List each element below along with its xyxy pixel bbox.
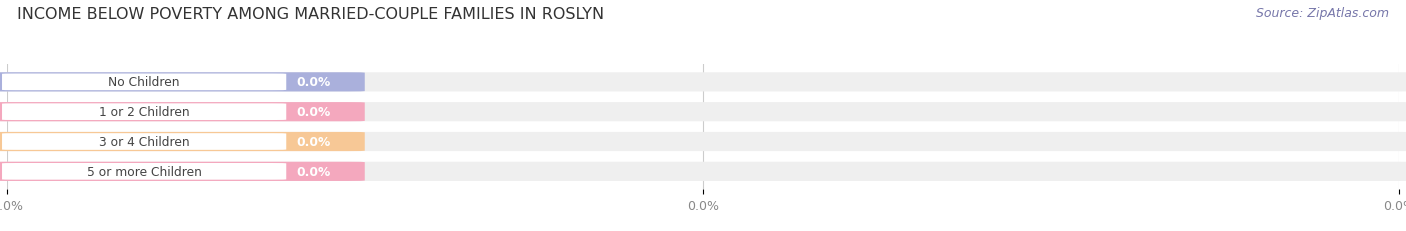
- FancyBboxPatch shape: [0, 103, 364, 122]
- Text: 0.0%: 0.0%: [297, 106, 330, 119]
- FancyBboxPatch shape: [0, 132, 364, 152]
- FancyBboxPatch shape: [1, 74, 287, 91]
- Text: 5 or more Children: 5 or more Children: [87, 165, 201, 178]
- FancyBboxPatch shape: [1, 104, 287, 121]
- Text: 1 or 2 Children: 1 or 2 Children: [98, 106, 190, 119]
- Text: 0.0%: 0.0%: [297, 76, 330, 89]
- FancyBboxPatch shape: [0, 162, 364, 181]
- FancyBboxPatch shape: [1, 163, 287, 180]
- Text: Source: ZipAtlas.com: Source: ZipAtlas.com: [1256, 7, 1389, 20]
- Text: 0.0%: 0.0%: [297, 165, 330, 178]
- FancyBboxPatch shape: [0, 73, 364, 92]
- Text: INCOME BELOW POVERTY AMONG MARRIED-COUPLE FAMILIES IN ROSLYN: INCOME BELOW POVERTY AMONG MARRIED-COUPL…: [17, 7, 605, 22]
- FancyBboxPatch shape: [0, 103, 1406, 122]
- FancyBboxPatch shape: [0, 162, 1406, 181]
- FancyBboxPatch shape: [0, 132, 1406, 152]
- FancyBboxPatch shape: [0, 73, 1406, 92]
- FancyBboxPatch shape: [1, 134, 287, 150]
- Text: 3 or 4 Children: 3 or 4 Children: [98, 135, 190, 148]
- Text: No Children: No Children: [108, 76, 180, 89]
- Text: 0.0%: 0.0%: [297, 135, 330, 148]
